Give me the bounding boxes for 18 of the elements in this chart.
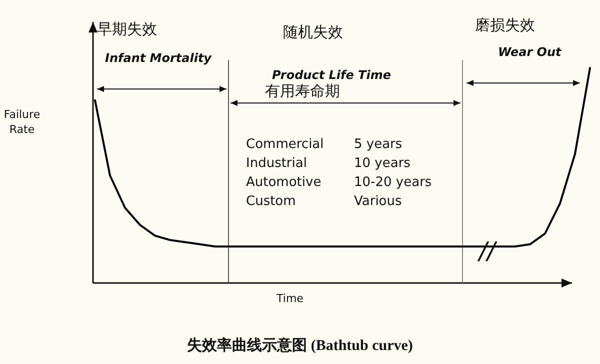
annotation: Commercial bbox=[246, 137, 324, 152]
annotation: Product Life Time bbox=[272, 68, 391, 82]
text: 磨损失效 bbox=[475, 16, 535, 34]
x-axis-title: Time bbox=[276, 292, 304, 305]
annotation: Industrial bbox=[246, 156, 307, 171]
annotation: Automotive bbox=[246, 175, 322, 190]
y-axis-title: Failure Rate bbox=[4, 108, 40, 136]
text: 早期失效 bbox=[97, 20, 157, 38]
annotation: 10-20 years bbox=[354, 175, 432, 190]
annotation: Various bbox=[354, 194, 402, 209]
annotation: 10 years bbox=[354, 156, 411, 171]
text: 随机失效 bbox=[283, 23, 343, 41]
text: Infant Mortality bbox=[105, 51, 213, 65]
text: Wear Out bbox=[498, 45, 563, 59]
annotation: 5 years bbox=[354, 137, 402, 152]
text: 失效率曲线示意图 (Bathtub curve) bbox=[187, 336, 413, 354]
annotation: 有用寿命期 bbox=[265, 82, 340, 100]
annotation: Custom bbox=[246, 194, 296, 209]
